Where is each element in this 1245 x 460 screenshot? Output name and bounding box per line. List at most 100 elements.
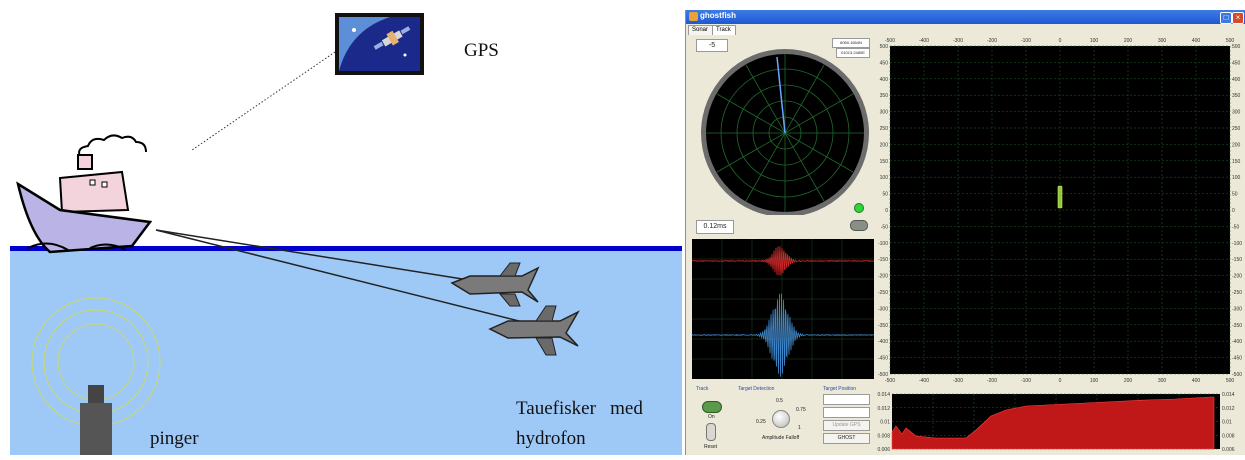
hist-y-tick-left: 0.012 [877, 406, 890, 412]
y-tick-left: -300 [878, 306, 888, 312]
ghost-button[interactable]: GHOST [823, 433, 870, 444]
amplitude-falloff-knob[interactable] [772, 410, 790, 428]
hist-y-tick-left: 0.01 [880, 420, 890, 426]
controls-area: Track On Reset Target Detection 0.5 0.75… [692, 386, 878, 455]
hist-y-tick-right: 0.012 [1222, 406, 1235, 412]
waveform-panel [692, 239, 874, 379]
knob-tick-050: 0.5 [776, 398, 783, 404]
y-tick-right: -350 [1232, 323, 1242, 329]
y-tick-right: 450 [1232, 60, 1241, 66]
y-tick-right: 300 [1232, 110, 1241, 116]
on-label: On [708, 414, 715, 420]
x-tick-bottom: 500 [1226, 378, 1235, 384]
x-tick-top: -100 [1021, 38, 1031, 44]
y-tick-left: -250 [878, 290, 888, 296]
y-tick-right: 350 [1232, 93, 1241, 99]
hist-y-tick-right: 0.014 [1222, 392, 1235, 398]
target-lon-field[interactable] [823, 407, 870, 418]
x-tick-bottom: 100 [1090, 378, 1099, 384]
knob-tick-025: 0.25 [756, 419, 766, 425]
target-lat-field[interactable] [823, 394, 870, 405]
x-tick-top: -300 [953, 38, 963, 44]
x-tick-bottom: 300 [1158, 378, 1167, 384]
status-led [854, 203, 864, 213]
ghostfish-window: ghostfish □ × Sonar Track -5 6050.1654N … [685, 10, 1245, 455]
x-tick-top: 400 [1192, 38, 1201, 44]
y-tick-left: -500 [878, 372, 888, 378]
y-tick-right: 500 [1232, 44, 1241, 50]
y-tick-left: 150 [880, 159, 889, 165]
y-tick-right: 150 [1232, 159, 1241, 165]
y-tick-right: 0 [1232, 208, 1235, 214]
y-tick-right: -150 [1232, 257, 1242, 263]
track-on-toggle[interactable] [702, 401, 722, 413]
track-plot-frame: -500 -400 -300 -200 -100 0 100 200 300 400 500 -50… [876, 34, 1244, 386]
sonar-panel: -5 6050.1654N 01013.2480E 0.12ms [692, 37, 876, 237]
y-tick-right: -50 [1232, 224, 1239, 230]
y-tick-right: 400 [1232, 77, 1241, 83]
fish-icon [689, 12, 698, 21]
knob-tick-1: 1 [798, 425, 801, 431]
y-tick-right: -300 [1232, 306, 1242, 312]
illustration-drawing [0, 0, 682, 455]
sonar-illustration: GPS pinger Tauefisker med hydrofon [0, 0, 682, 455]
y-tick-left: 400 [880, 77, 889, 83]
x-tick-top: 0 [1059, 38, 1062, 44]
maximize-icon[interactable]: □ [1220, 12, 1232, 24]
y-tick-left: -200 [878, 274, 888, 280]
sonar-toggle-button[interactable] [850, 220, 868, 231]
tab-sonar[interactable]: Sonar [688, 25, 714, 35]
x-tick-bottom: -200 [987, 378, 997, 384]
target-position-title: Target Position [823, 386, 856, 392]
time-field: 0.12ms [696, 220, 734, 234]
y-tick-left: 350 [880, 93, 889, 99]
hist-y-tick-left: 0.006 [877, 447, 890, 453]
towfish-label-line1: Tauefisker med [516, 398, 643, 420]
reset-switch[interactable] [706, 423, 716, 441]
waveform-plot [692, 239, 874, 379]
x-tick-bottom: -500 [885, 378, 895, 384]
x-tick-bottom: 0 [1059, 378, 1062, 384]
y-tick-left: -100 [878, 241, 888, 247]
y-tick-left: -150 [878, 257, 888, 263]
y-tick-left: 100 [880, 175, 889, 181]
x-tick-bottom: -100 [1021, 378, 1031, 384]
y-tick-left: 300 [880, 110, 889, 116]
y-tick-right: 100 [1232, 175, 1241, 181]
update-gps-button[interactable]: Update GPS [823, 420, 870, 431]
hist-y-tick-right: 0.006 [1222, 447, 1235, 453]
blue-waveform [692, 294, 874, 377]
x-tick-bottom: 400 [1192, 378, 1201, 384]
satellite-image [335, 13, 424, 75]
target-detection-title: Target Detection [738, 386, 774, 392]
gps-label: GPS [464, 40, 499, 62]
title-bar: ghostfish □ × [686, 10, 1245, 24]
y-tick-left: 0 [885, 208, 888, 214]
knob-tick-075: 0.75 [796, 407, 806, 413]
window-title: ghostfish [700, 11, 736, 20]
y-tick-left: 500 [880, 44, 889, 50]
reset-label: Reset [704, 444, 717, 450]
tab-track[interactable]: Track [712, 25, 736, 35]
y-tick-left: -450 [878, 356, 888, 362]
red-waveform [692, 246, 874, 275]
x-tick-top: 100 [1090, 38, 1099, 44]
y-tick-left: 450 [880, 60, 889, 66]
towfish-label-line2: hydrofon [516, 428, 586, 450]
hist-y-tick-left: 0.008 [877, 433, 890, 439]
y-tick-right: -400 [1232, 339, 1242, 345]
y-tick-left: 50 [882, 192, 888, 198]
history-chart-frame: 0.014 0.012 0.01 0.008 0.006 0.014 0.012 0.01 0… [876, 390, 1244, 453]
close-icon[interactable]: × [1232, 12, 1244, 24]
history-chart: 0.014 0.012 0.01 0.008 0.006 0.014 0.012 0.01 0… [876, 390, 1244, 453]
y-tick-right: -450 [1232, 356, 1242, 362]
y-tick-left: 250 [880, 126, 889, 132]
y-tick-right: -100 [1232, 241, 1242, 247]
y-tick-right: -200 [1232, 274, 1242, 280]
y-tick-left: 200 [880, 142, 889, 148]
y-tick-right: 250 [1232, 126, 1241, 132]
y-tick-right: 200 [1232, 142, 1241, 148]
track-section-title: Track [696, 386, 708, 392]
y-tick-right: -500 [1232, 372, 1242, 378]
gps-signal-line [192, 52, 335, 150]
